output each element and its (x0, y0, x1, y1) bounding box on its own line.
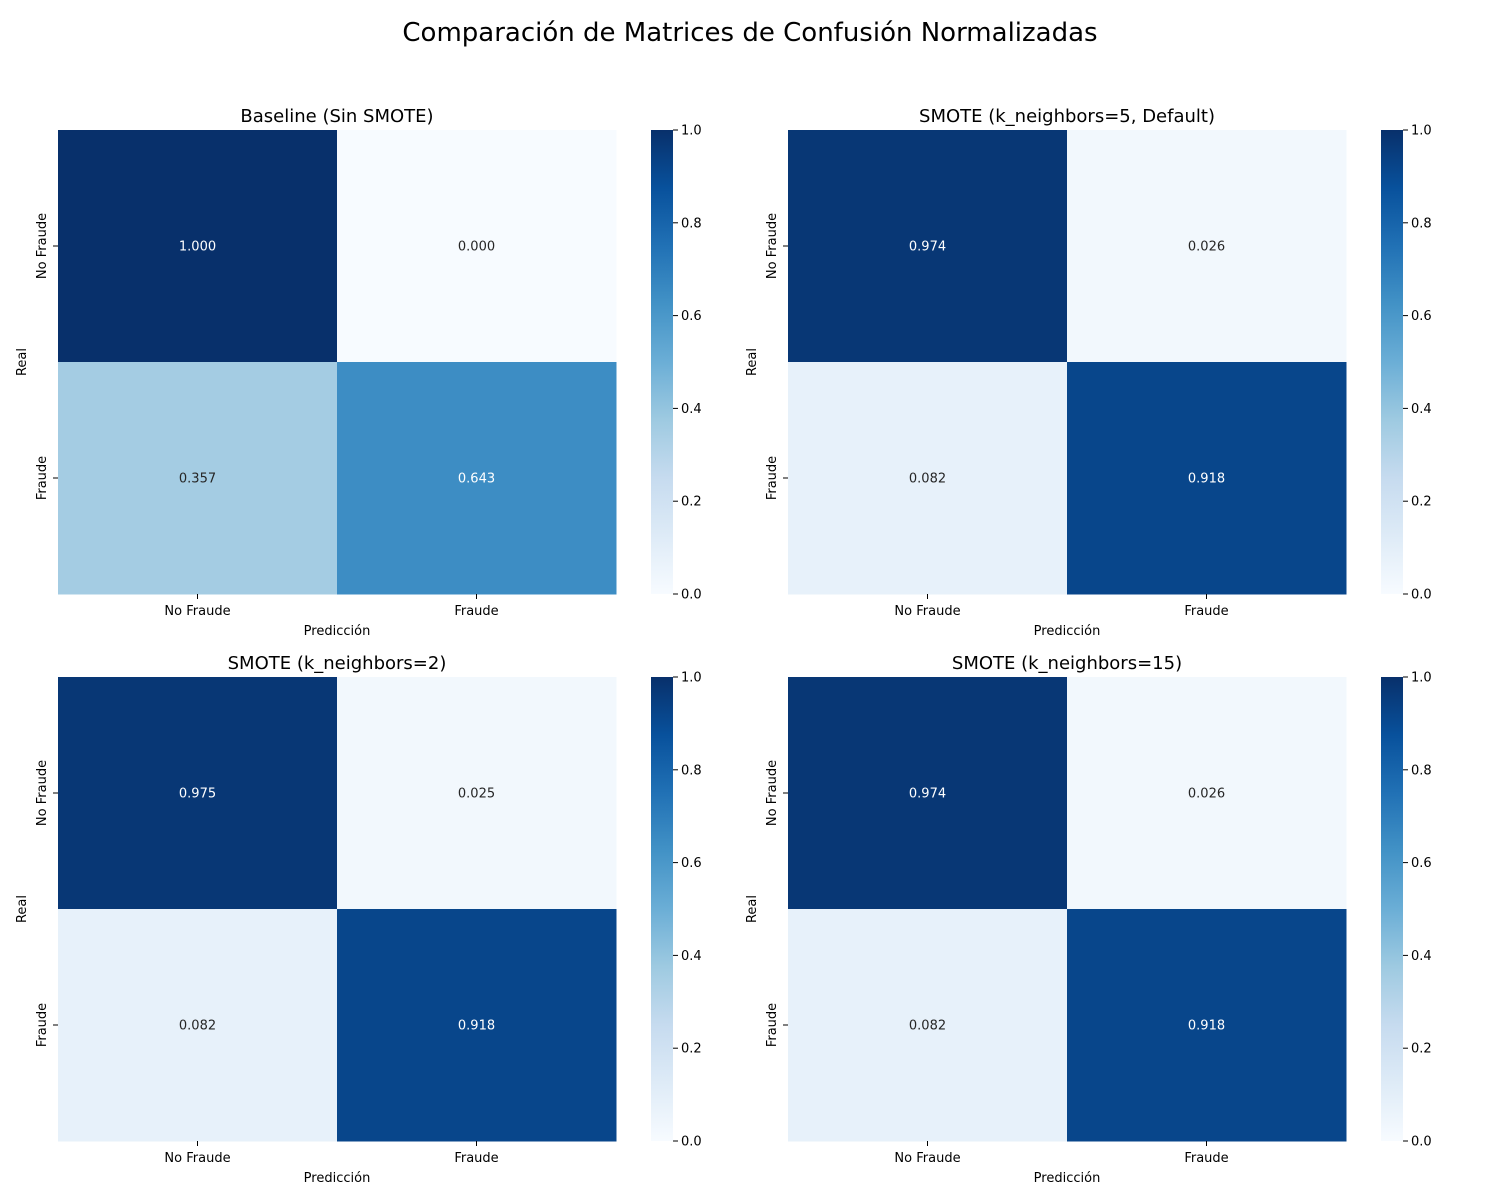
y-tick-label: Fraude (765, 1003, 780, 1047)
heatmap-cell (788, 362, 1068, 595)
colorbar-tick-label: 0.8 (681, 216, 702, 231)
x-tick-label: No Fraude (894, 604, 960, 619)
panel-title: SMOTE (k_neighbors=15) (952, 653, 1182, 674)
heatmap-cell (58, 130, 338, 363)
x-tick-label: No Fraude (164, 604, 230, 619)
heatmap-cell (1067, 130, 1347, 363)
cell-value-label: 0.918 (1188, 472, 1225, 487)
x-axis-label: Predicción (1034, 624, 1101, 639)
colorbar-tick-label: 0.2 (1411, 495, 1432, 510)
x-tick-label: Fraude (454, 604, 498, 619)
x-axis-label: Predicción (1034, 1171, 1101, 1186)
colorbar-tick-label: 0.0 (1411, 1135, 1432, 1150)
colorbar-tick-label: 0.2 (681, 1042, 702, 1057)
y-tick-label: No Fraude (765, 760, 780, 826)
cell-value-label: 0.357 (179, 472, 216, 487)
cell-value-label: 0.974 (909, 240, 946, 255)
colorbar-tick-label: 0.2 (1411, 1042, 1432, 1057)
heatmap-panel: 0.975 0.025 0.082 0.918 SMOTE (k_neighbors=2… (15, 653, 702, 1186)
colorbar-tick-label: 0.8 (1411, 763, 1432, 778)
colorbar-tick-label: 0.0 (681, 1135, 702, 1150)
colorbar-tick-label: 0.6 (1411, 856, 1432, 871)
x-tick-label: No Fraude (164, 1151, 230, 1166)
colorbar (651, 130, 673, 594)
cell-value-label: 0.918 (1188, 1019, 1225, 1034)
y-tick-label: Fraude (765, 456, 780, 500)
cell-value-label: 0.025 (458, 787, 495, 802)
y-tick-label: No Fraude (35, 760, 50, 826)
cell-value-label: 0.918 (458, 1019, 495, 1034)
colorbar-tick-label: 1.0 (681, 671, 702, 686)
y-tick-label: Fraude (35, 456, 50, 500)
cell-value-label: 0.082 (909, 472, 946, 487)
heatmap-cell (1067, 677, 1347, 910)
colorbar-tick-label: 0.6 (681, 309, 702, 324)
x-tick-label: Fraude (454, 1151, 498, 1166)
colorbar-tick-label: 0.4 (1411, 949, 1432, 964)
heatmap-cell (788, 909, 1068, 1142)
heatmap-cell (337, 130, 617, 363)
cell-value-label: 0.026 (1188, 240, 1225, 255)
colorbar (1381, 130, 1403, 594)
figure-title: Comparación de Matrices de Confusión Nor… (402, 18, 1098, 48)
panel-title: SMOTE (k_neighbors=5, Default) (919, 106, 1215, 127)
cell-value-label: 0.082 (179, 1019, 216, 1034)
y-axis-label: Real (745, 348, 760, 376)
y-axis-label: Real (745, 895, 760, 923)
y-tick-label: Fraude (35, 1003, 50, 1047)
heatmap-cell (58, 362, 338, 595)
cell-value-label: 1.000 (179, 240, 216, 255)
heatmap-panel: 1.000 0.000 0.357 0.643 Baseline (Sin SMOTE)… (15, 106, 702, 639)
panel-title: SMOTE (k_neighbors=2) (228, 653, 447, 674)
cell-value-label: 0.082 (909, 1019, 946, 1034)
colorbar-tick-label: 1.0 (681, 124, 702, 139)
colorbar-tick-label: 1.0 (1411, 124, 1432, 139)
cell-value-label: 0.026 (1188, 787, 1225, 802)
colorbar-tick-label: 0.4 (1411, 402, 1432, 417)
cell-value-label: 0.000 (458, 240, 495, 255)
x-axis-label: Predicción (304, 1171, 371, 1186)
heatmap-panel: 0.974 0.026 0.082 0.918 SMOTE (k_neighbors=1… (745, 653, 1432, 1186)
x-tick-label: Fraude (1184, 1151, 1228, 1166)
heatmap-cell (337, 909, 617, 1142)
y-tick-label: No Fraude (765, 213, 780, 279)
colorbar (651, 677, 673, 1141)
colorbar-tick-label: 0.2 (681, 495, 702, 510)
x-tick-label: Fraude (1184, 604, 1228, 619)
cell-value-label: 0.975 (179, 787, 216, 802)
colorbar (1381, 677, 1403, 1141)
colorbar-tick-label: 0.6 (681, 856, 702, 871)
colorbar-tick-label: 0.4 (681, 402, 702, 417)
colorbar-tick-label: 0.0 (681, 588, 702, 603)
heatmap-cell (58, 909, 338, 1142)
heatmap-cell (58, 677, 338, 910)
heatmap-cell (1067, 909, 1347, 1142)
colorbar-tick-label: 0.8 (681, 763, 702, 778)
cell-value-label: 0.974 (909, 787, 946, 802)
x-axis-label: Predicción (304, 624, 371, 639)
colorbar-tick-label: 0.4 (681, 949, 702, 964)
heatmap-panel: 0.974 0.026 0.082 0.918 SMOTE (k_neighbors=5… (745, 106, 1432, 639)
y-axis-label: Real (15, 348, 30, 376)
colorbar-tick-label: 0.6 (1411, 309, 1432, 324)
heatmap-cell (337, 362, 617, 595)
colorbar-tick-label: 0.0 (1411, 588, 1432, 603)
colorbar-tick-label: 1.0 (1411, 671, 1432, 686)
y-axis-label: Real (15, 895, 30, 923)
y-tick-label: No Fraude (35, 213, 50, 279)
heatmap-cell (337, 677, 617, 910)
heatmap-cell (1067, 362, 1347, 595)
heatmap-cell (788, 130, 1068, 363)
x-tick-label: No Fraude (894, 1151, 960, 1166)
colorbar-tick-label: 0.8 (1411, 216, 1432, 231)
panel-title: Baseline (Sin SMOTE) (240, 106, 433, 127)
cell-value-label: 0.643 (458, 472, 495, 487)
heatmap-cell (788, 677, 1068, 910)
